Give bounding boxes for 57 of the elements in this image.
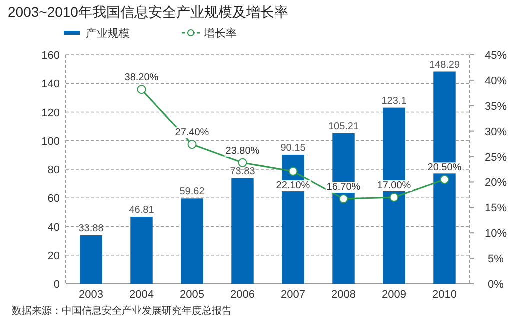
- y2-tick-label: 45%: [484, 50, 508, 62]
- data-label: 73.83: [230, 166, 256, 178]
- source-note: 数据来源：中国信息安全产业发展研究年度总报告: [12, 305, 232, 317]
- data-label: 46.81: [129, 205, 155, 216]
- bar: [232, 178, 254, 284]
- y2-tick-label: 35%: [484, 100, 508, 113]
- y2-tick-label: 40%: [484, 75, 508, 88]
- point: [238, 158, 248, 168]
- y2-tick-label: 15%: [484, 202, 508, 215]
- data-label: 59.62: [180, 186, 206, 198]
- point: [440, 175, 450, 184]
- x-tick-label: 2003: [79, 289, 104, 301]
- data-label: 20.50%: [428, 162, 462, 174]
- x-tick-label: 2006: [230, 289, 255, 301]
- x-tick-label: 2008: [332, 289, 356, 301]
- x-tick-label: 2010: [432, 289, 457, 301]
- data-label: 22.10%: [276, 180, 310, 192]
- point: [288, 167, 298, 176]
- data-label: 17.00%: [377, 180, 412, 192]
- data-label: 33.88: [78, 224, 104, 235]
- bar: [80, 236, 102, 284]
- y-tick-label: 160: [42, 50, 60, 62]
- point: [137, 85, 146, 94]
- y-tick-label: 20: [48, 250, 60, 262]
- data-label: 16.70%: [326, 182, 361, 194]
- y-tick-label: 40: [48, 222, 60, 234]
- x-tick-label: 2005: [180, 289, 204, 301]
- y-tick-label: 0: [54, 279, 60, 291]
- bar: [181, 198, 204, 284]
- y-tick-label: 140: [42, 78, 60, 91]
- x-tick-label: 2009: [382, 289, 406, 301]
- y2-tick-label: 5%: [488, 254, 504, 266]
- point: [188, 140, 197, 150]
- data-label: 38.20%: [124, 72, 159, 84]
- y2-tick-label: 20%: [484, 177, 508, 190]
- data-label: 90.15: [280, 142, 306, 154]
- y2-tick-label: 30%: [484, 126, 508, 138]
- data-label: 27.40%: [175, 128, 210, 139]
- data-label: 148.29: [429, 60, 460, 71]
- chart-title: 2003~2010年我国信息安全产业规模及增长率: [8, 4, 288, 20]
- x-tick-label: 2007: [281, 289, 306, 301]
- data-label: 123.1: [382, 96, 408, 107]
- bar: [130, 217, 153, 284]
- point: [390, 192, 399, 202]
- y-tick-label: 120: [42, 107, 60, 120]
- y2-tick-label: 10%: [484, 228, 508, 240]
- y-tick-label: 60: [48, 193, 60, 206]
- y2-tick-label: 0%: [488, 279, 504, 291]
- x-tick-label: 2004: [130, 289, 154, 301]
- y-tick-label: 80: [48, 164, 60, 176]
- y-tick-label: 100: [42, 136, 60, 148]
- point: [339, 194, 348, 204]
- y2-tick-label: 25%: [484, 152, 508, 164]
- legend-label: 产业规模: [86, 27, 130, 40]
- data-label: 23.80%: [226, 146, 260, 157]
- legend-label: 增长率: [203, 27, 237, 40]
- data-label: 105.21: [328, 121, 360, 132]
